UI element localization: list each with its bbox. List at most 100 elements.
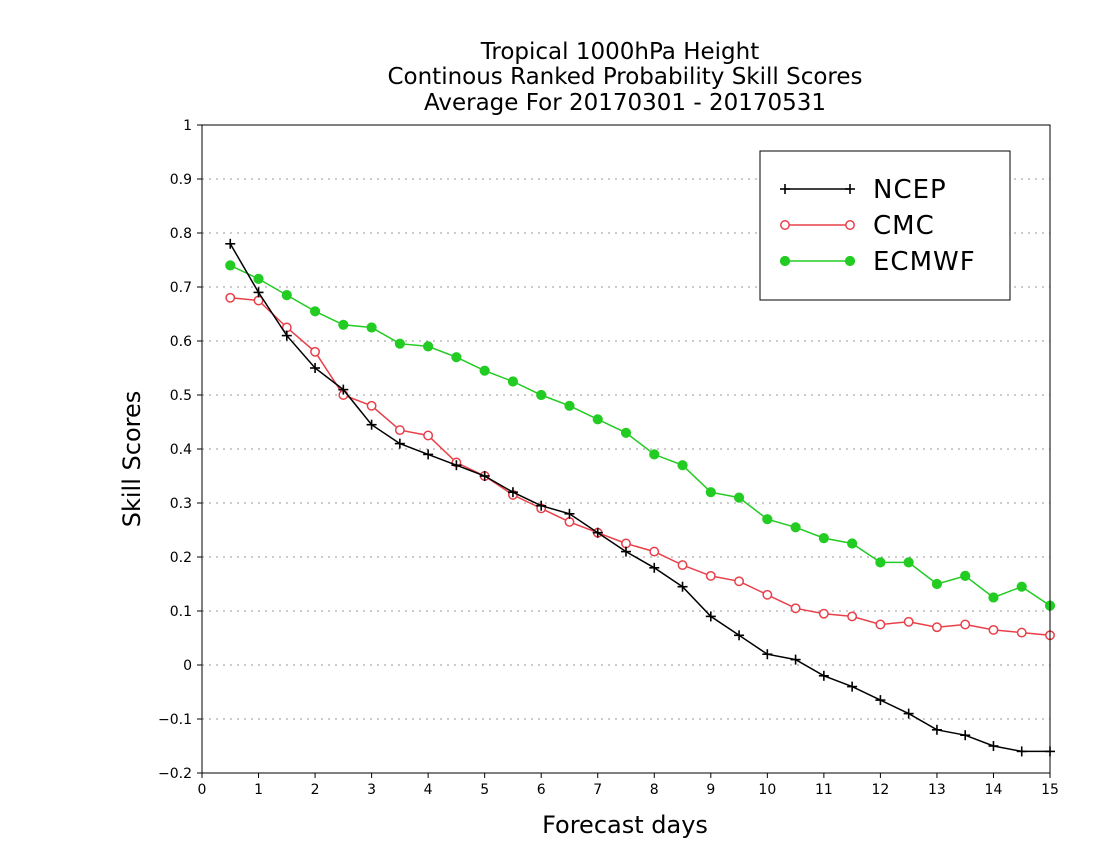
- cmc-point: [903, 616, 914, 627]
- cmc-point: [394, 425, 405, 436]
- ecmwf-point: [225, 260, 236, 271]
- ncep-point: [677, 581, 688, 592]
- cmc-point: [875, 619, 886, 630]
- ncep-line: [229, 243, 1050, 753]
- y-tick-label: 0.8: [170, 226, 192, 242]
- ncep-point: [1016, 746, 1027, 757]
- ncep-point: [536, 500, 547, 511]
- ncep-point: [705, 611, 716, 622]
- ecmwf-point: [677, 460, 688, 471]
- x-tick-label: 9: [706, 782, 715, 798]
- cmc-point: [621, 538, 631, 549]
- y-tick-label: 0.3: [170, 496, 192, 512]
- ncep-point: [225, 238, 236, 249]
- legend-marker: [844, 255, 856, 267]
- x-tick-label: 14: [985, 782, 1003, 798]
- ecmwf-point: [253, 273, 264, 284]
- cmc-point: [790, 603, 801, 614]
- cmc-point: [988, 624, 999, 635]
- x-tick-label: 8: [650, 782, 659, 798]
- legend-label-ncep: NCEP: [873, 175, 947, 205]
- ncep-point: [507, 487, 518, 498]
- ncep-point: [960, 730, 971, 741]
- x-tick-label: 12: [871, 782, 889, 798]
- x-tick-label: 10: [758, 782, 776, 798]
- ecmwf-point: [366, 322, 377, 333]
- y-tick-label: 0.4: [170, 442, 192, 458]
- ecmwf-point: [592, 414, 603, 425]
- ecmwf-point: [960, 570, 971, 582]
- ncep-point: [818, 670, 829, 681]
- cmc-point: [423, 430, 434, 441]
- legend-marker: [845, 220, 855, 230]
- cmc-point: [1016, 627, 1027, 638]
- ecmwf-point: [451, 352, 462, 363]
- x-tick-label: 13: [928, 782, 946, 798]
- x-tick-label: 7: [593, 782, 602, 798]
- series-ncep: [225, 238, 1055, 757]
- cmc-point: [225, 292, 236, 303]
- ecmwf-point: [818, 533, 829, 544]
- y-tick-label: 0.2: [170, 550, 192, 566]
- ncep-point: [253, 287, 264, 298]
- ecmwf-point: [394, 338, 405, 349]
- x-tick-label: 6: [537, 782, 546, 798]
- cmc-point: [366, 400, 377, 411]
- x-tick-label: 15: [1041, 782, 1059, 798]
- ecmwf-point: [790, 522, 801, 533]
- ecmwf-point: [705, 487, 716, 498]
- cmc-point: [818, 608, 829, 619]
- cmc-point: [705, 570, 716, 581]
- ncep-point: [988, 741, 999, 751]
- ecmwf-point: [564, 400, 575, 411]
- legend-items: NCEP CMC ECMWF: [779, 175, 975, 277]
- cmc-point: [847, 611, 858, 622]
- cmc-point: [564, 516, 575, 527]
- y-axis-label: Skill Scores: [118, 391, 146, 528]
- ecmwf-point: [762, 514, 773, 525]
- x-tick-label: 1: [254, 782, 263, 798]
- x-tick-label: 0: [198, 782, 207, 798]
- y-tick-label: −0.1: [158, 712, 192, 728]
- legend-marker: [779, 255, 791, 267]
- x-tick-label: 5: [480, 782, 489, 798]
- y-tick-label: 0.6: [170, 334, 192, 350]
- x-tick-label: 2: [311, 782, 320, 798]
- series-ecmwf: [225, 260, 1056, 611]
- legend-item-ecmwf: ECMWF: [779, 247, 975, 277]
- y-tick-label: 0.1: [170, 604, 192, 620]
- ncep-point: [847, 681, 858, 692]
- y-tick-label: 0.9: [170, 172, 192, 188]
- chart-legend: NCEP CMC ECMWF: [759, 150, 1011, 301]
- ncep-point: [734, 630, 745, 641]
- ncep-point: [394, 438, 405, 449]
- x-axis-label: Forecast days: [542, 811, 708, 839]
- cmc-point: [649, 546, 660, 557]
- ncep-point: [875, 695, 886, 706]
- ncep-point: [564, 508, 575, 519]
- y-tick-label: 0.5: [170, 388, 192, 404]
- ncep-point: [790, 654, 801, 665]
- ncep-point: [903, 708, 914, 719]
- legend-item-ncep: NCEP: [780, 175, 947, 205]
- axis-ticks: −0.2−0.100.10.20.30.40.50.60.70.80.910 1 2…: [158, 118, 1059, 798]
- ncep-point: [423, 449, 434, 460]
- ecmwf-point: [931, 578, 943, 590]
- legend-label-cmc: CMC: [873, 211, 935, 241]
- legend-marker: [780, 184, 790, 194]
- legend-marker: [780, 220, 790, 230]
- x-tick-label: 4: [424, 782, 433, 798]
- ecmwf-point: [875, 557, 886, 568]
- title-line-2: Continous Ranked Probability Skill Score…: [387, 64, 862, 90]
- title-line-1: Tropical 1000hPa Height: [480, 39, 760, 65]
- ncep-point: [338, 384, 349, 395]
- ecmwf-point: [281, 290, 292, 301]
- cmc-point: [762, 589, 773, 600]
- y-tick-label: 1: [183, 118, 192, 134]
- cmc-point: [310, 346, 321, 357]
- legend-item-cmc: CMC: [780, 211, 935, 241]
- ncep-point: [479, 471, 490, 481]
- ecmwf-point: [479, 365, 490, 376]
- ecmwf-point: [423, 341, 434, 352]
